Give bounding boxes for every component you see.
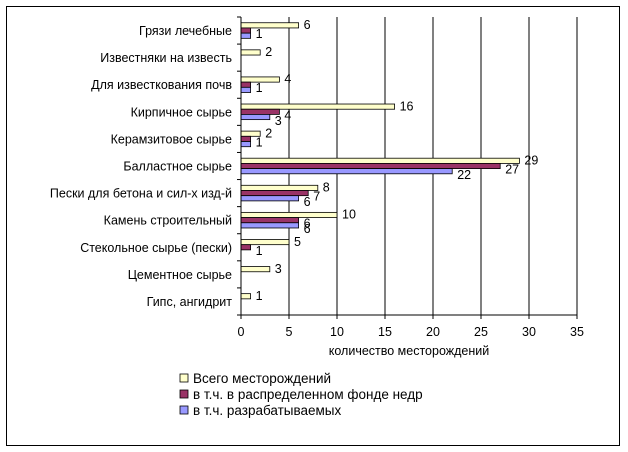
category-label: Известняки на известь — [100, 51, 232, 65]
data-label: 29 — [524, 154, 538, 168]
bar-developed — [240, 114, 271, 121]
bar-distributed — [240, 108, 280, 115]
category-label: Стекольное сырье (пески) — [80, 241, 232, 255]
category-label: Грязи лечебные — [139, 24, 232, 38]
x-tick-label: 30 — [522, 325, 536, 339]
legend-swatch — [179, 405, 189, 415]
data-label: 8 — [323, 181, 330, 195]
bar-total — [240, 22, 299, 29]
bar-total — [240, 239, 290, 246]
bar-total — [240, 266, 271, 273]
data-label: 16 — [400, 99, 414, 113]
x-tick-label: 20 — [426, 325, 440, 339]
legend-label: Всего месторождений — [193, 371, 331, 386]
bar-total — [240, 103, 396, 110]
data-label: 27 — [505, 163, 519, 177]
bar-developed — [240, 195, 299, 202]
data-label: 6 — [304, 18, 311, 32]
data-label: 2 — [265, 45, 272, 59]
legend-swatch — [179, 389, 189, 399]
data-label: 10 — [342, 208, 356, 222]
data-label: 3 — [275, 262, 282, 276]
x-tick-label: 0 — [238, 325, 245, 339]
category-label: Камень строительный — [104, 214, 232, 228]
data-label: 1 — [256, 244, 263, 258]
data-label: 22 — [457, 168, 471, 182]
x-tick-label: 10 — [330, 325, 344, 339]
bar-total — [240, 293, 251, 300]
x-tick-label: 15 — [378, 325, 392, 339]
category-label: Керамзитовое сырье — [111, 132, 232, 146]
data-label: 1 — [256, 81, 263, 95]
data-label: 1 — [256, 289, 263, 303]
x-tick-label: 5 — [286, 325, 293, 339]
data-label: 1 — [256, 135, 263, 149]
category-label: Для известкования почв — [91, 78, 232, 92]
bar-distributed — [240, 81, 251, 88]
bar-total — [240, 184, 319, 191]
data-label: 3 — [275, 114, 282, 128]
bar-total — [240, 157, 520, 164]
bar-developed — [240, 86, 251, 93]
bar-developed — [240, 168, 453, 175]
category-label: Пески для бетона и сил-х изд-й — [50, 187, 232, 201]
x-tick-label: 35 — [570, 325, 584, 339]
data-label: 2 — [265, 126, 272, 140]
legend-label: в т.ч. разрабатываемых — [193, 403, 342, 418]
bar-distributed — [240, 217, 299, 224]
bar-developed — [240, 141, 251, 148]
data-label: 6 — [304, 195, 311, 209]
data-label: 7 — [313, 190, 320, 204]
category-label: Балластное сырье — [123, 160, 232, 174]
data-label: 6 — [304, 217, 311, 231]
x-tick-label: 25 — [474, 325, 488, 339]
data-label: 4 — [284, 72, 291, 86]
bar-developed — [240, 222, 299, 229]
category-label: Кирпичное сырье — [131, 105, 232, 119]
bar-distributed — [240, 27, 251, 34]
chart-frame: 0 5 10 15 20 25 30 35 Грязи лечебные Известняки н… — [6, 6, 620, 446]
bar-distributed — [240, 135, 251, 142]
data-label: 1 — [256, 27, 263, 41]
bar-developed — [240, 32, 251, 39]
category-label: Гипс, ангидрит — [147, 295, 233, 309]
legend-swatch — [179, 373, 189, 383]
data-label: 6 — [304, 222, 311, 236]
bar-distributed — [240, 190, 309, 197]
data-label: 5 — [294, 235, 301, 249]
x-axis-title: количество месторождений — [329, 344, 490, 358]
bar-total — [240, 49, 261, 56]
legend-label: в т.ч. в распределенном фонде недр — [193, 387, 423, 402]
category-label: Цементное сырье — [128, 268, 232, 282]
data-label: 4 — [284, 108, 291, 122]
bar-total — [240, 211, 338, 218]
bar-distributed — [240, 244, 251, 251]
